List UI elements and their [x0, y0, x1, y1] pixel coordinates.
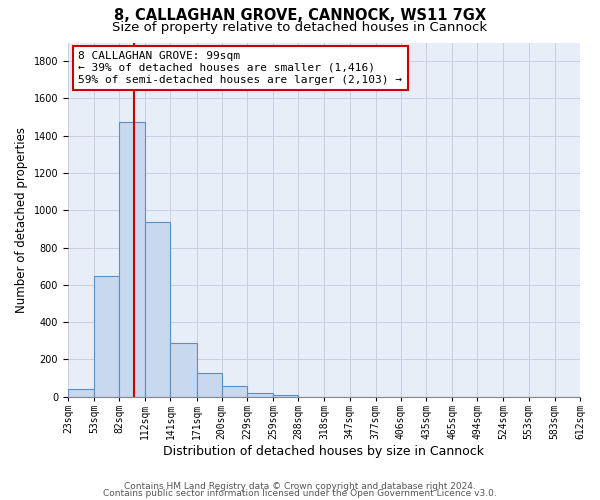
Text: 8, CALLAGHAN GROVE, CANNOCK, WS11 7GX: 8, CALLAGHAN GROVE, CANNOCK, WS11 7GX — [114, 8, 486, 22]
Text: Size of property relative to detached houses in Cannock: Size of property relative to detached ho… — [112, 21, 488, 34]
X-axis label: Distribution of detached houses by size in Cannock: Distribution of detached houses by size … — [163, 444, 484, 458]
Bar — [119, 122, 145, 397]
Bar — [94, 276, 119, 397]
Bar — [197, 374, 222, 397]
Text: Contains HM Land Registry data © Crown copyright and database right 2024.: Contains HM Land Registry data © Crown c… — [124, 482, 476, 491]
Bar — [247, 392, 273, 397]
Bar — [145, 222, 170, 397]
Bar — [222, 386, 247, 397]
Text: 8 CALLAGHAN GROVE: 99sqm
← 39% of detached houses are smaller (1,416)
59% of sem: 8 CALLAGHAN GROVE: 99sqm ← 39% of detach… — [78, 52, 402, 84]
Y-axis label: Number of detached properties: Number of detached properties — [15, 126, 28, 312]
Bar — [170, 342, 197, 397]
Bar — [273, 394, 298, 397]
Bar — [68, 390, 94, 397]
Text: Contains public sector information licensed under the Open Government Licence v3: Contains public sector information licen… — [103, 490, 497, 498]
